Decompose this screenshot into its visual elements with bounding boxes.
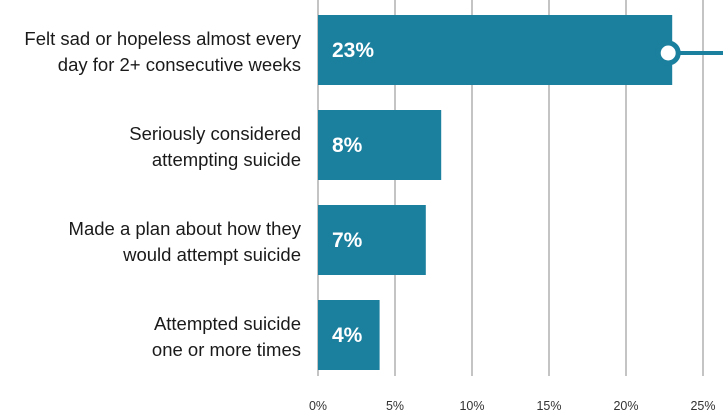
bar (318, 300, 380, 370)
category-label-line: day for 2+ consecutive weeks (58, 54, 301, 75)
bars (318, 15, 673, 370)
x-tick-label: 15% (536, 399, 561, 413)
x-tick-label: 25% (690, 399, 715, 413)
category-label-line: attempting suicide (152, 149, 301, 170)
category-label-line: Made a plan about how they (69, 218, 302, 239)
highlight-marker (655, 40, 723, 66)
category-label-line: would attempt suicide (122, 244, 301, 265)
category-labels: Felt sad or hopeless almost every day for… (24, 28, 301, 360)
data-labels: 23% 8% 7% 4% (332, 39, 374, 347)
data-label: 8% (332, 134, 363, 157)
ring-marker (655, 40, 681, 66)
x-tick-label: 10% (459, 399, 484, 413)
category-label-line: Attempted suicide (154, 313, 301, 334)
bar (318, 205, 426, 275)
category-label-line: Seriously considered (129, 123, 301, 144)
data-label: 4% (332, 324, 363, 347)
category-label-line: one or more times (152, 339, 301, 360)
bar (318, 110, 442, 180)
x-axis-tick-labels: 0% 5% 10% 15% 20% 25% (309, 399, 716, 413)
bar (318, 15, 673, 85)
category-label: Seriously considered attempting suicide (129, 123, 301, 170)
x-tick-label: 5% (386, 399, 404, 413)
data-label: 23% (332, 39, 374, 62)
category-label-line: Felt sad or hopeless almost every (24, 28, 301, 49)
data-label: 7% (332, 229, 363, 252)
x-tick-label: 0% (309, 399, 327, 413)
category-label: Felt sad or hopeless almost every day for… (24, 28, 301, 75)
category-label: Attempted suicide one or more times (152, 313, 301, 360)
x-tick-label: 20% (613, 399, 638, 413)
category-label: Made a plan about how they would attempt … (69, 218, 302, 265)
